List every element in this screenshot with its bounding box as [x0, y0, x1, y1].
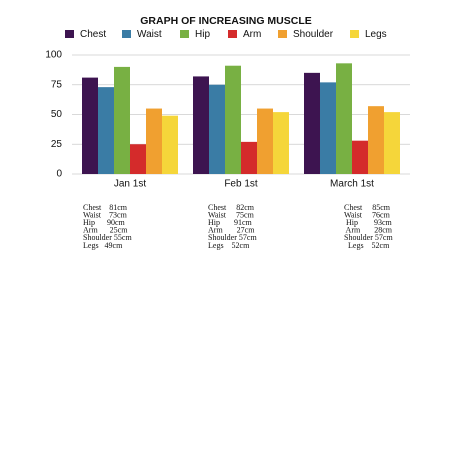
legend-label: Waist: [137, 29, 162, 40]
bar: [225, 65, 241, 174]
legend-swatch: [228, 30, 237, 38]
y-tick-label: 75: [51, 79, 63, 90]
annotation: Arm 27cm: [208, 226, 255, 235]
x-tick-label: March 1st: [330, 179, 374, 190]
annotation: Chest 82cm: [208, 203, 255, 212]
annotation: Chest 81cm: [83, 203, 128, 212]
bar: [209, 84, 225, 174]
annotation: Arm 28cm: [344, 226, 393, 235]
x-tick-label: Feb 1st: [224, 179, 258, 190]
annotation: Arm 25cm: [83, 226, 128, 235]
y-tick-label: 50: [51, 109, 63, 120]
annotation: Legs 52cm: [208, 241, 250, 250]
bar: [336, 63, 352, 174]
bar: [98, 87, 114, 174]
annotation: Hip 91cm: [208, 218, 253, 227]
annotation: Legs 49cm: [83, 241, 123, 250]
annotation: Hip 90cm: [83, 218, 126, 227]
legend-swatch: [180, 30, 189, 38]
legend-label: Arm: [243, 29, 261, 40]
bar: [82, 77, 98, 174]
legend-swatch: [122, 30, 131, 38]
bar: [193, 76, 209, 174]
bar: [352, 140, 368, 174]
bar: [146, 108, 162, 174]
bar: [162, 115, 178, 174]
annotation: Hip 93cm: [344, 218, 393, 227]
annotation: Chest 85cm: [344, 203, 391, 212]
bar: [114, 66, 130, 174]
bar: [304, 72, 320, 174]
bar: [368, 106, 384, 174]
chart-title: GRAPH OF INCREASING MUSCLE: [140, 15, 312, 27]
annotation: Shoulder 57cm: [344, 233, 393, 242]
bar: [384, 112, 400, 174]
legend-label: Legs: [365, 29, 387, 40]
x-tick-label: Jan 1st: [114, 179, 146, 190]
legend-swatch: [278, 30, 287, 38]
annotation: Waist 76cm: [344, 210, 391, 219]
annotation: Legs 52cm: [344, 241, 390, 250]
annotation: Shoulder 55cm: [83, 233, 132, 242]
bar: [130, 144, 146, 174]
legend-label: Shoulder: [293, 29, 334, 40]
bar: [320, 82, 336, 174]
legend-swatch: [65, 30, 74, 38]
bar: [273, 112, 289, 174]
y-tick-label: 0: [56, 169, 62, 180]
y-tick-label: 100: [45, 50, 62, 61]
annotation: Shoulder 57cm: [208, 233, 257, 242]
bar: [257, 108, 273, 174]
bar: [241, 141, 257, 174]
y-tick-label: 25: [51, 139, 63, 150]
legend-swatch: [350, 30, 359, 38]
annotation: Waist 75cm: [208, 210, 255, 219]
annotation: Waist 73cm: [83, 210, 128, 219]
legend-label: Hip: [195, 29, 210, 40]
legend-label: Chest: [80, 29, 106, 40]
